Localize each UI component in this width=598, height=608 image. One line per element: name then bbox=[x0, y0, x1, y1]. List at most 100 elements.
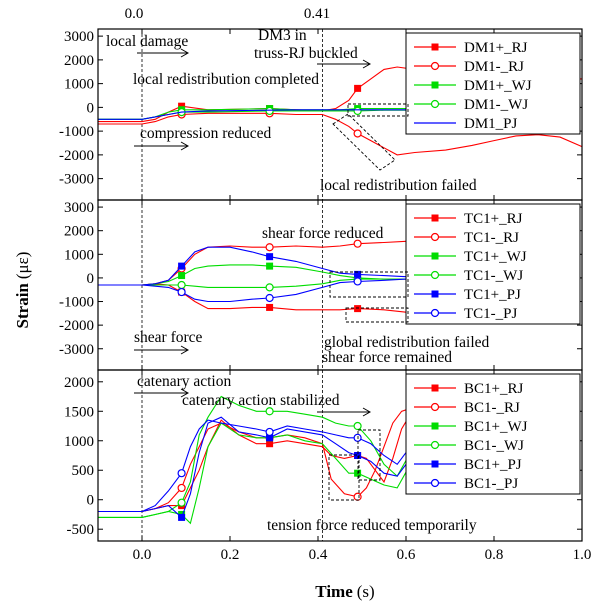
xtick-label-5: 1.0 bbox=[573, 547, 592, 563]
data-point-bc-1-0 bbox=[177, 483, 186, 493]
legend-marker-tc-4 bbox=[431, 290, 439, 298]
ytick-label-dm-4: -1000 bbox=[59, 124, 94, 140]
annotation-local-redistribution-completed: local redistribution completed bbox=[133, 71, 319, 88]
legend-label-bc-2: BC1+_WJ bbox=[464, 419, 528, 435]
legend-marker-tc-5 bbox=[430, 308, 440, 318]
legend-label-dm-2: DM1+_WJ bbox=[464, 78, 532, 94]
ytick-label-dm-6: -3000 bbox=[59, 172, 94, 188]
xtick-label-3: 0.6 bbox=[397, 547, 416, 563]
data-point-tc-4-0 bbox=[178, 262, 186, 270]
ytick-label-tc-0: 3000 bbox=[64, 200, 94, 216]
legend-marker-tc-2 bbox=[431, 252, 439, 260]
ytick-label-tc-6: -3000 bbox=[59, 342, 94, 358]
legend-marker-bc-0 bbox=[431, 384, 439, 392]
legend-bc: BC1+_RJ BC1-_RJ BC1+_WJ BC1-_WJ BC1+_PJ BC1-_… bbox=[405, 373, 581, 495]
panel-bc: 2000 1500 1000 500 0 -500 BC1+_RJ BC1-_RJ BC1+_W… bbox=[64, 369, 583, 542]
series-line-bc-5 bbox=[98, 419, 411, 513]
box-tension-reduced bbox=[328, 454, 360, 501]
legend-label-dm-1: DM1-_RJ bbox=[464, 59, 524, 75]
data-point-tc-1-1 bbox=[265, 243, 274, 252]
data-point-tc-0-1 bbox=[266, 303, 274, 311]
arrow-dm3-head bbox=[362, 59, 372, 69]
ytick-label-bc-1: 1500 bbox=[64, 404, 94, 420]
ytick-label-dm-0: 3000 bbox=[64, 29, 94, 45]
legend-label-bc-4: BC1+_PJ bbox=[464, 457, 522, 473]
data-point-bc-5-0 bbox=[177, 469, 186, 478]
legend-label-dm-3: DM1-_WJ bbox=[464, 97, 528, 113]
annotation-shear-force: shear force bbox=[134, 329, 203, 346]
marker-label-041: 0.41 bbox=[304, 6, 330, 22]
legend-marker-dm-1 bbox=[430, 61, 440, 71]
data-point-bc-3-0 bbox=[177, 498, 186, 507]
ytick-label-bc-4: 0 bbox=[87, 493, 95, 509]
ytick-label-tc-5: -2000 bbox=[59, 318, 94, 334]
legend-marker-dm-2 bbox=[431, 81, 439, 89]
arrow-local-damage-head bbox=[180, 48, 190, 58]
legend-label-dm-0: DM1+_RJ bbox=[464, 40, 528, 56]
ytick-label-tc-1: 2000 bbox=[64, 224, 94, 240]
arrow-compression-head bbox=[180, 141, 190, 151]
ytick-label-dm-1: 2000 bbox=[64, 53, 94, 69]
ytick-label-tc-3: 0 bbox=[87, 271, 95, 287]
legend-marker-bc-3 bbox=[430, 440, 440, 450]
data-point-tc-5-2 bbox=[353, 277, 362, 286]
annotation-tension-reduced: tension force reduced temporarily bbox=[267, 517, 477, 534]
box-global-failed bbox=[345, 307, 409, 323]
panel-frame-bc bbox=[97, 369, 583, 542]
series-line-tc-2 bbox=[98, 264, 428, 286]
data-point-bc-0-1 bbox=[266, 440, 274, 448]
marker-label-0: 0.0 bbox=[125, 6, 144, 22]
series-line-dm-4 bbox=[98, 109, 428, 120]
legend-marker-bc-1 bbox=[430, 402, 440, 412]
legend-label-tc-4: TC1+_PJ bbox=[464, 287, 521, 303]
series-line-bc-1 bbox=[98, 407, 411, 513]
box-redistribution-completed bbox=[347, 103, 409, 117]
legend-label-bc-5: BC1-_PJ bbox=[464, 476, 518, 492]
arrow-shear-force-head bbox=[180, 345, 190, 355]
legend-label-tc-1: TC1-_RJ bbox=[464, 230, 519, 246]
legend-marker-tc-0 bbox=[431, 214, 439, 222]
legend-label-tc-0: TC1+_RJ bbox=[464, 211, 523, 227]
data-point-tc-4-2 bbox=[354, 270, 362, 278]
ytick-label-bc-5: -500 bbox=[67, 522, 95, 538]
annotation-catenary-action: catenary action bbox=[137, 373, 231, 390]
x-axis-label-unit: (s) bbox=[357, 582, 375, 601]
data-point-dm-3-2 bbox=[353, 106, 362, 116]
legend-tc: TC1+_RJ TC1-_RJ TC1+_WJ TC1-_WJ TC1+_PJ TC1-_… bbox=[405, 203, 581, 325]
legend-marker-tc-1 bbox=[430, 232, 440, 242]
annotation-global-redistribution-failed: global redistribution failed bbox=[324, 334, 490, 351]
panel-dm: 3000 2000 1000 0 -1000 -2000 -3000 DM1+_RJ DM1-_… bbox=[59, 28, 583, 201]
legend-dm: DM1+_RJ DM1-_RJ DM1+_WJ DM1-_WJ DM1_PJ bbox=[405, 32, 581, 135]
ytick-label-tc-4: -1000 bbox=[59, 295, 94, 311]
ytick-label-dm-2: 1000 bbox=[64, 77, 94, 93]
annotation-compression-reduced: compression reduced bbox=[140, 125, 272, 142]
series-line-bc-4 bbox=[98, 416, 411, 519]
legend-marker-bc-5 bbox=[430, 478, 440, 488]
y-axis-label-main: Strain bbox=[13, 283, 32, 329]
series-line-tc-4 bbox=[98, 246, 428, 286]
x-axis-label: Time (s) bbox=[315, 582, 374, 601]
series-line-bc-2 bbox=[98, 422, 411, 525]
ytick-label-tc-2: 1000 bbox=[64, 247, 94, 263]
annotation-local-redistribution-failed: local redistribution failed bbox=[320, 177, 477, 194]
legend-label-tc-3: TC1-_WJ bbox=[464, 268, 523, 284]
legend-marker-bc-2 bbox=[431, 422, 439, 430]
data-point-tc-4-1 bbox=[266, 253, 274, 261]
ytick-label-bc-3: 500 bbox=[72, 463, 95, 479]
arrow-catenary-head bbox=[180, 388, 190, 398]
legend-label-tc-5: TC1-_PJ bbox=[464, 306, 518, 322]
xtick-label-4: 0.8 bbox=[485, 547, 504, 563]
data-point-tc-3-1 bbox=[265, 283, 274, 292]
data-point-tc-5-1 bbox=[265, 293, 274, 303]
annotation-truss-buckled: truss-RJ buckled bbox=[254, 45, 358, 62]
legend-label-bc-0: BC1+_RJ bbox=[464, 381, 523, 397]
panel-tc: 3000 2000 1000 0 -1000 -2000 -3000 TC1+_RJ TC1-_… bbox=[59, 199, 583, 371]
data-point-bc-5-1 bbox=[265, 427, 274, 437]
y-axis-label: Strain (με) bbox=[13, 252, 32, 329]
legend-box-tc bbox=[405, 203, 581, 325]
legend-box-bc bbox=[405, 373, 581, 495]
annotation-shear-force-remained: shear force remained bbox=[322, 349, 452, 366]
data-point-tc-2-0 bbox=[178, 272, 186, 280]
data-point-tc-1-2 bbox=[353, 239, 362, 248]
series-line-bc-3 bbox=[98, 395, 411, 518]
